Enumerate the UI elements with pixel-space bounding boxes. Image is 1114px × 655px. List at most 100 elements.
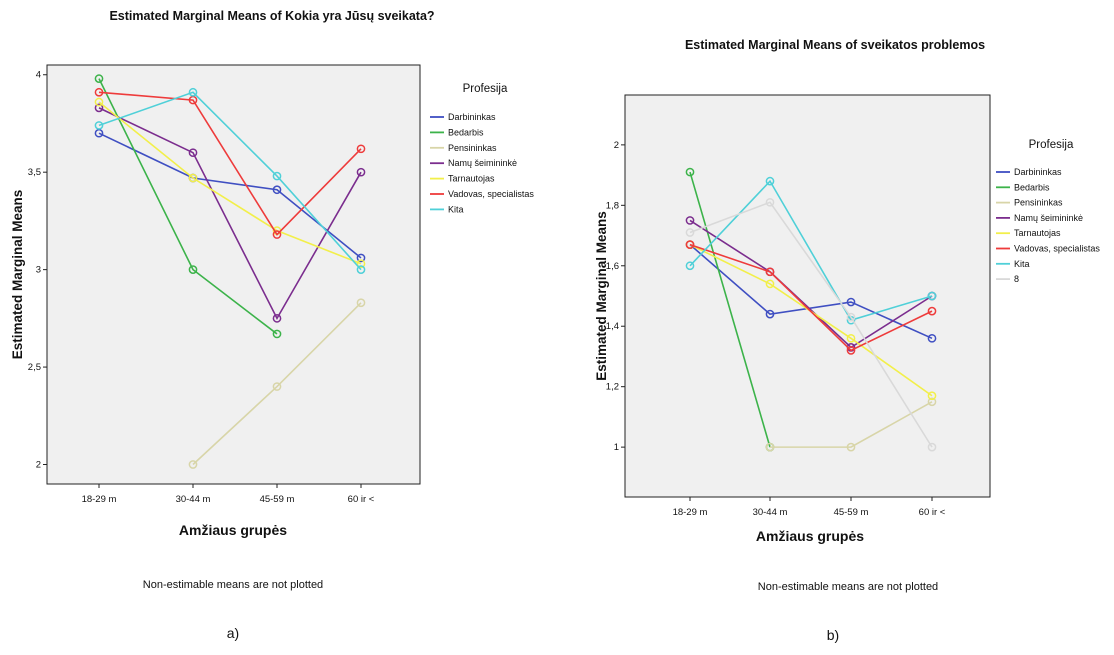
x-tick-label: 18-29 m — [82, 494, 117, 505]
data-point — [94, 87, 104, 97]
series-line-5 — [98, 101, 362, 265]
legend-label: Pensininkas — [1014, 198, 1063, 208]
data-point — [927, 397, 937, 407]
series-line-6 — [689, 243, 933, 352]
data-point — [846, 312, 856, 322]
series-line-3 — [192, 302, 362, 466]
y-tick-label: 1,2 — [606, 382, 619, 393]
data-point — [685, 228, 695, 237]
y-tick-label: 1 — [614, 442, 619, 453]
data-point — [685, 216, 695, 225]
data-point — [685, 261, 695, 271]
plot-area — [46, 64, 421, 485]
y-tick-label: 3 — [36, 265, 41, 276]
data-point — [272, 382, 282, 391]
data-point — [765, 309, 775, 319]
y-tick-label: 2 — [36, 460, 41, 471]
data-point — [188, 460, 198, 469]
data-point — [846, 333, 856, 343]
series-line-1 — [689, 244, 933, 340]
y-tick-label: 1,6 — [606, 261, 619, 272]
data-point — [927, 291, 937, 301]
chart-title: Estimated Marginal Means of sveikatos pr… — [685, 38, 985, 52]
x-tick-label: 60 ir < — [348, 494, 375, 505]
data-point — [188, 173, 198, 183]
data-point — [765, 279, 775, 289]
y-tick-label: 2,5 — [28, 362, 41, 373]
series-line-4 — [98, 107, 362, 321]
legend-label: Tarnautojas — [1014, 228, 1061, 238]
series-line-2 — [689, 171, 771, 448]
data-point — [356, 144, 366, 154]
legend-label: Darbininkas — [1014, 167, 1062, 177]
data-point — [765, 176, 775, 186]
legend-label: Pensininkas — [448, 143, 497, 153]
data-point — [188, 148, 198, 158]
data-point — [272, 230, 282, 239]
data-point — [272, 171, 282, 181]
y-axis-label: Estimated Marginal Means — [10, 190, 25, 360]
chart-note: Non-estimable means are not plotted — [143, 579, 323, 591]
series-line-3 — [770, 401, 933, 448]
legend-label: Namų šeimininkė — [1014, 213, 1083, 223]
legend: Profesija Darbininkas Bedarbis Pensininkas N… — [996, 139, 1100, 284]
data-point — [356, 167, 366, 177]
y-tick-label: 3,5 — [28, 167, 41, 178]
plot-area — [624, 94, 991, 498]
legend-title: Profesija — [1029, 139, 1074, 151]
data-point — [272, 313, 282, 323]
data-point — [927, 306, 937, 316]
data-point — [927, 391, 937, 401]
data-point — [94, 74, 104, 83]
data-point — [94, 103, 104, 113]
legend-label: Darbininkas — [448, 112, 496, 122]
chart-title: Estimated Marginal Means of Kokia yra Jū… — [109, 9, 434, 23]
legend-title: Profesija — [463, 83, 508, 95]
data-point — [272, 329, 282, 339]
x-tick-label: 30-44 m — [176, 494, 211, 505]
data-point — [927, 333, 937, 343]
data-point — [685, 167, 695, 177]
series-line-8 — [689, 201, 933, 448]
y-tick-label: 2 — [614, 140, 619, 151]
data-point — [188, 265, 198, 274]
legend-label: Tarnautojas — [448, 174, 495, 184]
data-point — [94, 97, 104, 107]
data-point — [765, 197, 775, 207]
series-line-6 — [98, 91, 362, 236]
legend-label: Kita — [1014, 259, 1030, 269]
data-point — [846, 442, 856, 452]
x-tick-label: 45-59 m — [260, 494, 295, 505]
x-tick-label: 60 ir < — [919, 507, 946, 518]
data-point — [927, 442, 937, 452]
x-tick-label: 18-29 m — [673, 507, 708, 518]
series-line-4 — [689, 219, 933, 349]
data-point — [685, 240, 695, 249]
legend-label: Bedarbis — [448, 127, 484, 137]
legend-label: Kita — [448, 204, 464, 214]
chart-panel-2: Estimated Marginal Means of sveikatos pr… — [594, 38, 1100, 643]
data-point — [188, 87, 198, 97]
data-point — [846, 346, 856, 355]
x-tick-label: 45-59 m — [834, 507, 869, 518]
legend-label: 8 — [1014, 274, 1019, 284]
legend: Profesija Darbininkas Bedarbis Pensininkas N… — [430, 83, 534, 214]
y-tick-label: 4 — [36, 70, 41, 81]
panel-label: b) — [827, 627, 839, 643]
chart-panel-1: Estimated Marginal Means of Kokia yra Jū… — [10, 9, 534, 641]
legend-label: Bedarbis — [1014, 182, 1050, 192]
legend-label: Vadovas, specialistas — [1014, 244, 1100, 254]
legend-label: Vadovas, specialistas — [448, 189, 534, 199]
data-point — [272, 185, 282, 195]
series-line-2 — [98, 78, 278, 335]
data-point — [356, 259, 366, 269]
y-tick-label: 1,4 — [606, 321, 619, 332]
x-tick-label: 30-44 m — [753, 507, 788, 518]
data-point — [765, 442, 775, 452]
panel-label: a) — [227, 625, 239, 641]
x-axis-label: Amžiaus grupės — [756, 528, 864, 544]
chart-note: Non-estimable means are not plotted — [758, 581, 938, 593]
data-point — [356, 298, 366, 308]
series-line-7 — [98, 91, 362, 271]
